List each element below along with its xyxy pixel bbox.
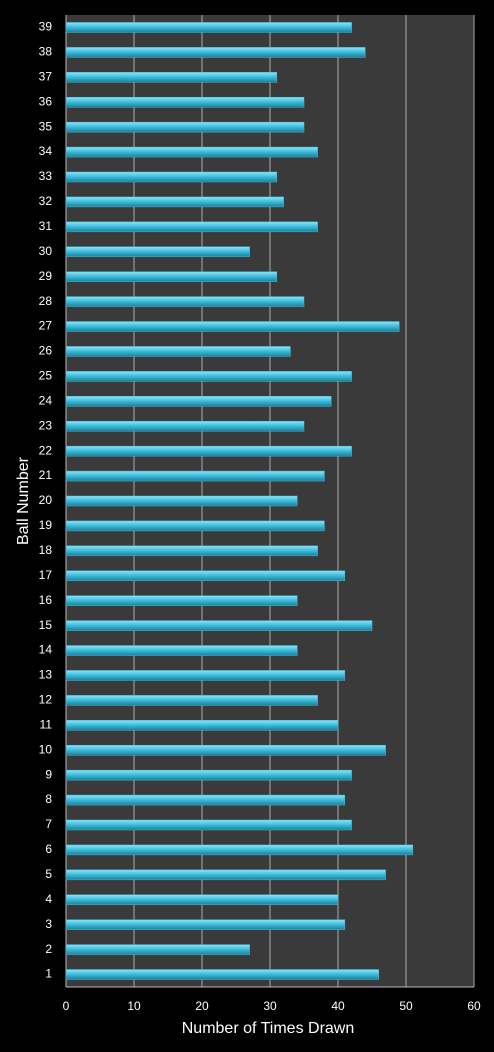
bar bbox=[65, 271, 278, 282]
y-tick-label: 18 bbox=[39, 543, 53, 557]
bar bbox=[65, 221, 318, 233]
y-tick-label: 4 bbox=[45, 892, 52, 906]
y-tick-label: 32 bbox=[39, 194, 53, 208]
bar bbox=[65, 445, 352, 457]
y-tick-label: 25 bbox=[39, 369, 53, 383]
y-tick-label: 37 bbox=[39, 69, 53, 83]
y-tick-label: 24 bbox=[39, 393, 53, 407]
bar bbox=[65, 121, 305, 133]
y-tick-label: 31 bbox=[39, 219, 53, 233]
y-tick-label: 19 bbox=[39, 518, 53, 532]
y-tick-label: 28 bbox=[39, 294, 53, 308]
x-tick-label: 0 bbox=[63, 999, 70, 1013]
y-tick-label: 5 bbox=[45, 867, 52, 881]
bar bbox=[65, 96, 305, 108]
y-tick-label: 6 bbox=[45, 842, 52, 856]
bar bbox=[65, 171, 278, 183]
y-tick-label: 8 bbox=[45, 792, 52, 806]
x-tick-label: 40 bbox=[331, 999, 345, 1013]
x-tick-label: 10 bbox=[127, 999, 141, 1013]
bar bbox=[65, 371, 352, 382]
bar bbox=[65, 670, 346, 681]
y-tick-label: 13 bbox=[39, 668, 53, 682]
x-tick-label: 30 bbox=[263, 999, 277, 1013]
bar bbox=[65, 321, 400, 332]
bar bbox=[65, 570, 346, 582]
bar bbox=[65, 520, 325, 532]
y-tick-label: 10 bbox=[39, 742, 53, 756]
bar bbox=[65, 146, 318, 158]
y-tick-label: 26 bbox=[39, 344, 53, 358]
bar bbox=[65, 769, 352, 781]
y-tick-label: 9 bbox=[45, 767, 52, 781]
y-tick-label: 30 bbox=[39, 244, 53, 258]
x-tick-label: 60 bbox=[467, 999, 481, 1013]
bar bbox=[65, 545, 318, 557]
bar bbox=[65, 595, 298, 606]
y-tick-label: 39 bbox=[39, 20, 53, 34]
bar bbox=[65, 296, 305, 307]
bar bbox=[65, 944, 250, 955]
bar bbox=[65, 695, 318, 706]
y-tick-label: 17 bbox=[39, 568, 53, 582]
bar bbox=[65, 869, 386, 881]
bar bbox=[65, 72, 278, 83]
y-tick-label: 34 bbox=[39, 144, 53, 158]
y-tick-label: 11 bbox=[40, 717, 53, 731]
bar bbox=[65, 819, 352, 831]
x-tick-label: 20 bbox=[195, 999, 209, 1013]
bar bbox=[65, 346, 291, 357]
bar bbox=[65, 894, 339, 906]
y-tick-label: 2 bbox=[45, 942, 52, 956]
y-tick-label: 3 bbox=[45, 917, 52, 931]
bar bbox=[65, 420, 305, 432]
bar bbox=[65, 720, 339, 731]
y-tick-label: 21 bbox=[39, 468, 53, 482]
bar bbox=[65, 919, 346, 930]
bar bbox=[65, 47, 366, 58]
y-tick-label: 14 bbox=[39, 643, 53, 657]
bar bbox=[65, 844, 414, 856]
bar bbox=[65, 196, 284, 208]
y-tick-label: 33 bbox=[39, 169, 53, 183]
y-tick-label: 7 bbox=[45, 817, 52, 831]
y-tick-label: 27 bbox=[39, 319, 53, 333]
bar bbox=[65, 22, 352, 33]
bar bbox=[65, 396, 332, 407]
y-axis-title: Ball Number bbox=[15, 456, 32, 545]
y-tick-label: 1 bbox=[45, 967, 52, 981]
bar bbox=[65, 246, 250, 258]
y-tick-label: 20 bbox=[39, 493, 53, 507]
bar bbox=[65, 794, 346, 806]
bar bbox=[65, 969, 380, 980]
y-tick-label: 29 bbox=[39, 269, 53, 283]
bar bbox=[65, 495, 298, 507]
y-tick-label: 38 bbox=[39, 45, 53, 59]
y-tick-label: 15 bbox=[39, 618, 53, 632]
y-tick-label: 12 bbox=[39, 693, 53, 707]
y-tick-label: 23 bbox=[39, 418, 53, 432]
y-tick-label: 36 bbox=[39, 94, 53, 108]
bar bbox=[65, 744, 386, 756]
x-tick-label: 50 bbox=[399, 999, 413, 1013]
bar bbox=[65, 470, 325, 482]
x-axis-title: Number of Times Drawn bbox=[182, 1020, 355, 1037]
y-tick-label: 16 bbox=[39, 593, 53, 607]
y-tick-label: 22 bbox=[39, 443, 53, 457]
bar bbox=[65, 645, 298, 656]
bar bbox=[65, 620, 373, 631]
y-tick-label: 35 bbox=[39, 119, 53, 133]
